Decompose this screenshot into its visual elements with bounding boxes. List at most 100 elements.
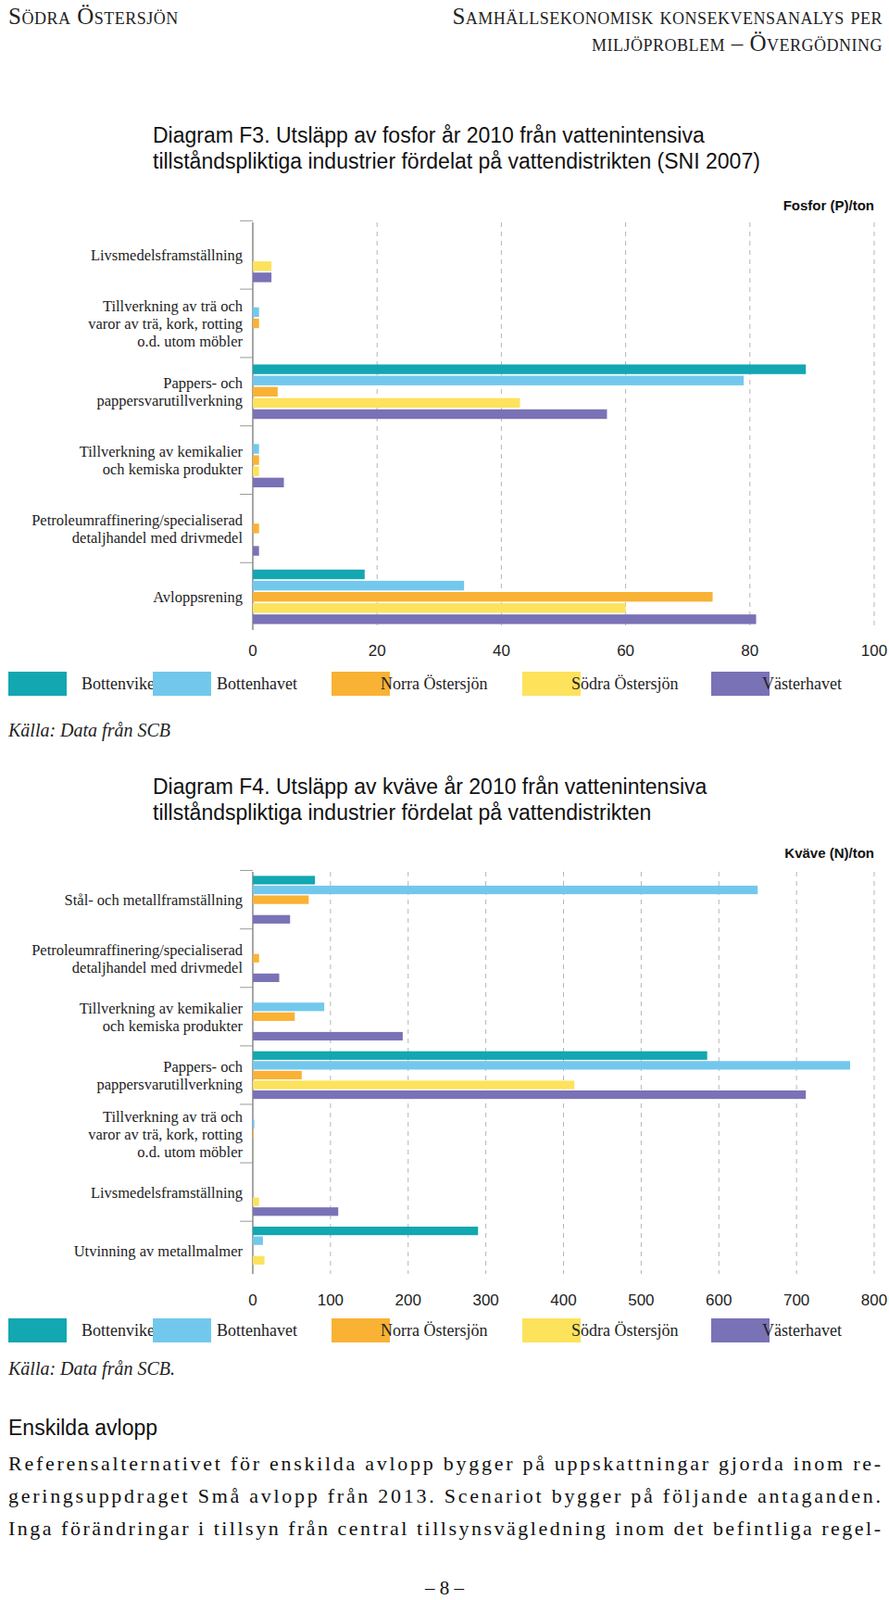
bar: [252, 307, 260, 317]
legend-swatch: [152, 671, 212, 696]
tick-label: 20: [368, 641, 387, 660]
bar: [252, 1089, 806, 1099]
bar: [252, 454, 260, 464]
group-separator: [239, 927, 253, 929]
grid-line: [796, 871, 798, 1274]
header-left: Södra Östersjön: [8, 3, 179, 29]
legend-label: Norra Östersjön: [380, 674, 488, 693]
legend-label: Västerhavet: [762, 674, 842, 693]
chart-title: Diagram F3. Utsläpp av fosfor år 2010 fr…: [152, 123, 705, 148]
group-separator: [239, 356, 253, 358]
axis-label: Fosfor (P)/ton: [783, 197, 875, 213]
legend-label: Bottenhavet: [216, 1320, 298, 1340]
bar: [252, 591, 714, 602]
bar: [252, 1051, 708, 1060]
bar: [252, 895, 309, 904]
category-label: o.d. utom möbler: [137, 1142, 243, 1161]
tick-label: 200: [395, 1290, 422, 1309]
category-label: pappersvarutillverkning: [96, 391, 243, 410]
bar: [252, 613, 757, 624]
chart-title: tillståndspliktiga industrier fördelat p…: [152, 149, 761, 174]
legend-label: Bottenviken: [81, 674, 163, 693]
group-separator: [239, 1102, 253, 1104]
chart-title: tillståndspliktiga industrier fördelat p…: [152, 800, 652, 825]
group-separator: [239, 1220, 253, 1222]
bar: [252, 409, 607, 419]
bar: [252, 398, 521, 408]
tick-label: 100: [861, 641, 888, 660]
category-label: Petroleumraffinering/specialiserad: [31, 511, 244, 529]
bar: [252, 914, 290, 924]
grid-line: [500, 222, 502, 630]
bar: [252, 953, 260, 963]
bar: [252, 885, 758, 894]
legend-label: Södra Östersjön: [571, 1320, 679, 1340]
bar: [252, 466, 260, 476]
bar: [252, 1031, 403, 1040]
category-label: detaljhandel med drivmedel: [72, 528, 244, 547]
tick-label: 600: [705, 1290, 732, 1309]
source: Källa: Data från SCB: [7, 719, 171, 741]
body-line: geringsuppdraget Små avlopp från 2013. S…: [8, 1483, 881, 1507]
tick-label: 40: [492, 641, 511, 660]
category-label: Petroleumraffinering/specialiserad: [31, 940, 244, 959]
category-label: Stål- och metallframställning: [64, 890, 243, 909]
bar: [252, 875, 315, 884]
group-separator: [239, 425, 253, 426]
bar: [252, 1079, 575, 1089]
category-label: varor av trä, kork, rotting: [87, 314, 243, 333]
legend-swatch: [711, 1317, 770, 1342]
bar: [252, 973, 280, 982]
group-separator: [239, 1162, 253, 1164]
category-label: Tillverkning av trä och: [102, 1107, 244, 1126]
legend-swatch: [8, 671, 67, 696]
bar: [252, 1012, 295, 1021]
group-separator: [239, 562, 253, 564]
bar: [252, 1236, 263, 1245]
category-label: Pappers- och: [162, 1057, 243, 1076]
tick-label: 0: [248, 1290, 257, 1309]
category-label: Tillverkning av kemikalier: [79, 442, 244, 461]
bar: [252, 569, 365, 579]
bar: [252, 387, 278, 397]
bar: [252, 261, 272, 271]
category-label: varor av trä, kork, rotting: [87, 1125, 243, 1143]
category-label: o.d. utom möbler: [137, 332, 243, 351]
tick-label: 80: [740, 641, 759, 660]
legend-swatch: [152, 1317, 212, 1342]
grid-line: [563, 871, 564, 1274]
axis-label: Kväve (N)/ton: [784, 844, 875, 861]
bar: [252, 272, 272, 282]
page-number: – 8 –: [424, 1576, 465, 1599]
header-right: Samhällsekonomisk konsekvensanalys per: [451, 3, 883, 29]
legend-swatch: [711, 671, 770, 696]
category-label: pappersvarutillverkning: [96, 1075, 243, 1093]
legend-label: Södra Östersjön: [571, 674, 679, 693]
category-label: Livsmedelsframställning: [90, 1183, 243, 1202]
grid-line: [376, 222, 378, 630]
category-label: Pappers- och: [162, 374, 243, 392]
chart-title: Diagram F4. Utsläpp av kväve år 2010 frå…: [152, 774, 708, 799]
category-label: Tillverkning av kemikalier: [79, 999, 244, 1017]
tick-label: 100: [317, 1290, 344, 1309]
grid-line: [749, 222, 751, 630]
group-separator: [239, 986, 253, 988]
bar: [252, 1255, 265, 1265]
category-label: detaljhandel med drivmedel: [72, 958, 244, 977]
page: Södra Östersjön Samhällsekonomisk konsekv…: [0, 0, 889, 1600]
tick-label: 0: [248, 641, 257, 660]
tick-label: 300: [472, 1290, 499, 1309]
bar: [252, 1118, 255, 1127]
grid-line: [874, 871, 876, 1274]
bar: [252, 318, 260, 328]
category-label: Livsmedelsframställning: [90, 246, 243, 264]
body-line: Referensalternativet för enskilda avlopp…: [8, 1451, 881, 1475]
legend-label: Bottenviken: [81, 1320, 163, 1340]
category-label: och kemiska produkter: [102, 460, 244, 478]
grid-line: [718, 871, 720, 1274]
bars: [252, 261, 806, 625]
legend-label: Västerhavet: [762, 1320, 842, 1340]
bar: [252, 602, 627, 613]
tick-label: 800: [861, 1290, 888, 1309]
bar: [252, 1060, 851, 1069]
